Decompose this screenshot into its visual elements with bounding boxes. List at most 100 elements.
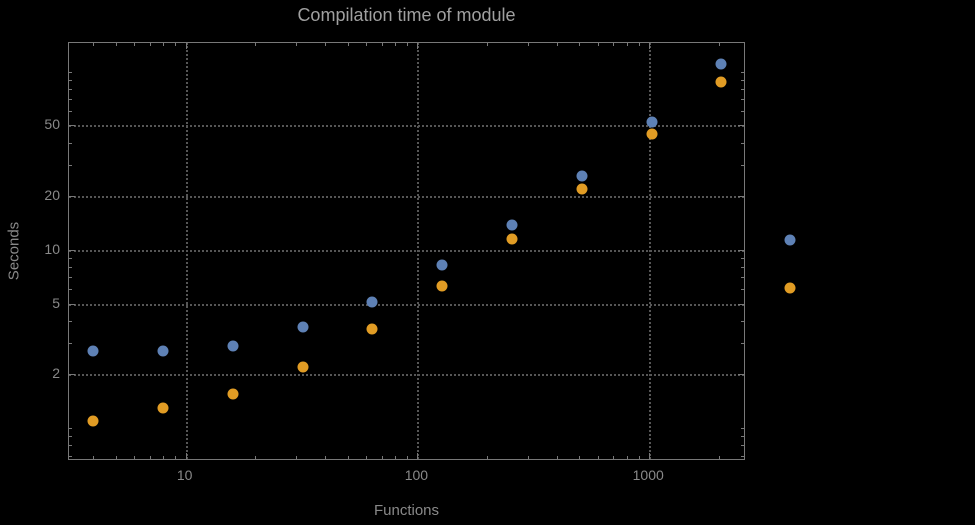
y-minor-tick-mark	[741, 142, 744, 144]
data-point-series-1-blue	[715, 58, 727, 70]
data-point-series-2-orange	[227, 388, 239, 400]
y-minor-tick-mark	[741, 79, 744, 81]
y-minor-tick-mark	[741, 71, 744, 73]
x-axis-label: Functions	[373, 502, 440, 519]
x-tick-mark	[185, 453, 187, 459]
y-minor-tick-mark	[69, 99, 72, 101]
x-minor-tick-mark	[175, 43, 176, 46]
x-minor-tick-mark	[115, 43, 117, 46]
x-minor-tick-mark	[487, 456, 489, 459]
y-gridline	[69, 196, 744, 199]
y-minor-tick-mark	[741, 445, 744, 447]
y-tick-label: 50	[44, 116, 60, 133]
x-minor-tick-mark	[163, 456, 165, 459]
data-point-series-1-blue	[157, 345, 169, 357]
y-minor-tick-mark	[741, 343, 744, 345]
x-minor-tick-mark	[613, 43, 615, 46]
x-minor-tick-mark	[718, 43, 720, 46]
y-gridline	[69, 303, 744, 306]
x-minor-tick-mark	[579, 43, 581, 46]
x-minor-tick-mark	[487, 43, 489, 46]
x-tick-mark	[649, 43, 651, 49]
y-gridline	[69, 249, 744, 252]
x-minor-tick-mark	[93, 456, 95, 459]
x-minor-tick-mark	[365, 456, 367, 459]
chart-title: Compilation time of module	[297, 5, 516, 25]
y-minor-tick-mark	[741, 320, 744, 322]
y-minor-tick-mark	[69, 79, 72, 81]
y-minor-tick-mark	[741, 436, 744, 438]
data-point-series-2-orange	[715, 76, 727, 88]
x-minor-tick-mark	[175, 456, 176, 459]
y-minor-tick-mark	[69, 436, 72, 438]
y-tick-label: 5	[52, 294, 60, 311]
x-minor-tick-mark	[597, 43, 599, 46]
data-point-series-2-orange	[576, 183, 588, 195]
data-point-series-1-blue	[297, 321, 309, 333]
data-point-series-1-blue	[506, 219, 518, 231]
y-minor-tick-mark	[741, 99, 744, 101]
y-minor-tick-mark	[741, 164, 744, 166]
y-tick-mark	[738, 249, 744, 251]
x-minor-tick-mark	[381, 43, 383, 46]
data-point-series-1-blue	[646, 116, 658, 128]
data-point-series-2-orange	[506, 233, 518, 245]
x-minor-tick-mark	[325, 456, 327, 459]
data-point-series-2-orange	[436, 280, 448, 292]
data-point-series-2-orange	[157, 402, 169, 414]
y-gridline	[69, 374, 744, 377]
y-tick-mark	[69, 196, 75, 198]
x-tick-mark	[649, 453, 651, 459]
y-minor-tick-mark	[741, 258, 744, 260]
y-minor-tick-mark	[741, 428, 744, 430]
y-minor-tick-mark	[69, 258, 72, 260]
plot-area	[68, 42, 745, 460]
y-tick-mark	[69, 303, 75, 305]
y-minor-tick-mark	[69, 71, 72, 73]
x-minor-tick-mark	[394, 456, 396, 459]
data-point-series-1-blue	[436, 259, 448, 271]
data-point-series-1-blue	[87, 345, 99, 357]
x-minor-tick-mark	[626, 43, 628, 46]
data-point-series-2-orange	[297, 361, 309, 373]
x-minor-tick-mark	[255, 456, 257, 459]
y-minor-tick-mark	[741, 111, 744, 113]
x-minor-tick-mark	[406, 456, 408, 459]
x-minor-tick-mark	[638, 456, 640, 459]
y-tick-mark	[69, 249, 75, 251]
y-tick-mark	[738, 196, 744, 198]
data-point-series-2-orange	[646, 128, 658, 140]
x-minor-tick-mark	[149, 456, 151, 459]
y-tick-label: 10	[44, 240, 60, 257]
x-minor-tick-mark	[597, 456, 599, 459]
x-minor-tick-mark	[381, 456, 383, 459]
x-minor-tick-mark	[556, 456, 558, 459]
x-minor-tick-mark	[638, 43, 640, 46]
y-minor-tick-mark	[741, 289, 744, 291]
x-minor-tick-mark	[255, 43, 257, 46]
legend-marker	[784, 234, 796, 246]
y-minor-tick-mark	[741, 267, 744, 269]
x-minor-tick-mark	[93, 43, 95, 46]
x-minor-tick-mark	[347, 456, 349, 459]
data-point-series-1-blue	[227, 340, 239, 352]
data-point-series-2-orange	[87, 415, 99, 427]
y-minor-tick-mark	[69, 89, 72, 90]
y-minor-tick-mark	[69, 277, 72, 279]
legend-marker	[784, 282, 796, 294]
y-minor-tick-mark	[741, 89, 744, 90]
x-minor-tick-mark	[528, 43, 529, 46]
x-minor-tick-mark	[163, 43, 165, 46]
x-minor-tick-mark	[528, 456, 529, 459]
y-minor-tick-mark	[69, 142, 72, 144]
data-point-series-1-blue	[366, 296, 378, 308]
x-minor-tick-mark	[718, 456, 720, 459]
data-point-series-1-blue	[576, 170, 588, 182]
x-minor-tick-mark	[406, 43, 408, 46]
y-tick-mark	[69, 125, 75, 127]
y-minor-tick-mark	[69, 445, 72, 447]
y-tick-label: 20	[44, 187, 60, 204]
x-minor-tick-mark	[579, 456, 581, 459]
x-minor-tick-mark	[613, 456, 615, 459]
x-tick-label: 100	[404, 467, 429, 483]
